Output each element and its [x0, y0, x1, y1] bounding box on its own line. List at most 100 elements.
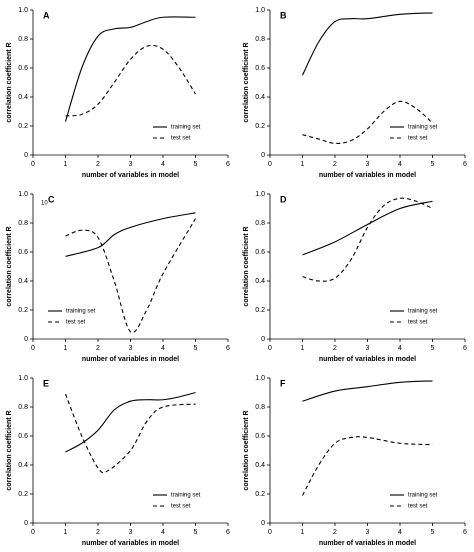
legend-label: test set: [66, 320, 86, 326]
y-tick-label: 0: [261, 520, 265, 527]
y-axis-label: correlation coefficient R: [6, 226, 13, 306]
legend-label: test set: [408, 504, 428, 510]
y-tick-label: 1.0: [255, 7, 265, 14]
y-tick-label: 0.4: [18, 462, 28, 469]
line: [65, 391, 196, 453]
line: [302, 197, 433, 282]
line: [302, 100, 433, 144]
x-tick-label: 4: [398, 161, 402, 168]
x-tick-label: 1: [64, 529, 68, 536]
line: [64, 393, 196, 474]
x-axis-label: number of variables in model: [319, 540, 416, 547]
x-tick-label: 3: [129, 345, 133, 352]
x-tick-label: 2: [96, 345, 100, 352]
line: [65, 218, 196, 334]
y-axis-label: correlation coefficient R: [243, 410, 250, 490]
x-tick-label: 2: [333, 529, 337, 536]
panel: 0 0.2 0.4 0.6 0.8 1.0 0 1 2 3 4 5 6 number of variabl…: [6, 191, 230, 363]
x-tick-label: 0: [31, 345, 35, 352]
y-tick-label: 0.4: [255, 94, 265, 101]
x-axis-label: number of variables in model: [319, 172, 416, 179]
x-tick-label: 3: [129, 161, 133, 168]
line: [64, 16, 196, 122]
y-tick-label: 0.4: [255, 462, 265, 469]
panel-label: D: [280, 194, 287, 204]
y-tick-label: 0: [24, 336, 28, 343]
x-tick-label: 5: [431, 161, 435, 168]
y-axis-label: correlation coefficient R: [243, 226, 250, 306]
x-tick-label: 6: [226, 529, 230, 536]
x-tick-label: 1: [64, 161, 68, 168]
x-tick-label: 0: [31, 529, 35, 536]
x-tick-label: 5: [431, 345, 435, 352]
x-tick-label: 3: [366, 161, 370, 168]
panel: 0 0.2 0.4 0.6 0.8 1.0 0 1 2 3 4 5 6 number of variabl…: [6, 375, 230, 547]
x-tick-label: 2: [333, 161, 337, 168]
y-tick-label: 0.6: [18, 433, 28, 440]
x-tick-label: 5: [431, 529, 435, 536]
y-tick-label: 0.8: [255, 220, 265, 227]
x-tick-label: 5: [194, 161, 198, 168]
x-tick-label: 5: [194, 345, 198, 352]
y-axis-label: correlation coefficient R: [6, 42, 13, 122]
legend-label: training set: [171, 493, 201, 499]
line: [302, 12, 433, 76]
y-tick-label: 0.6: [255, 249, 265, 256]
y-tick-label: 0.8: [18, 404, 28, 411]
y-tick-label: 0.6: [18, 65, 28, 72]
x-tick-label: 3: [129, 529, 133, 536]
legend-label: test set: [408, 136, 428, 142]
x-tick-label: 1: [64, 345, 68, 352]
legend-label: test set: [171, 136, 191, 142]
y-tick-label: 0.8: [18, 36, 28, 43]
y-tick-label: 0: [261, 152, 265, 159]
line: [65, 212, 196, 257]
legend-label: training set: [408, 493, 438, 499]
x-tick-label: 4: [398, 345, 402, 352]
x-axis-label: number of variables in model: [319, 356, 416, 363]
x-tick-label: 6: [463, 529, 467, 536]
legend-label: training set: [408, 125, 438, 131]
x-tick-label: 1: [301, 345, 305, 352]
panel: 0 0.2 0.4 0.6 0.8 1.0 0 1 2 3 4 5 6 number of variabl…: [6, 7, 230, 179]
y-tick-label: 1.0: [18, 375, 28, 382]
y-tick-label: 0.8: [18, 220, 28, 227]
y-axis-label: correlation coefficient R: [6, 410, 13, 490]
y-tick-label: 0.4: [18, 278, 28, 285]
panel-label: F: [280, 378, 286, 388]
x-tick-label: 1: [301, 161, 305, 168]
legend-label: training set: [171, 125, 201, 131]
x-tick-label: 4: [161, 529, 165, 536]
legend-label: test set: [408, 320, 428, 326]
x-tick-label: 0: [268, 345, 272, 352]
panel: 0 0.2 0.4 0.6 0.8 1.0 0 1 2 3 4 5 6 number of variabl…: [243, 191, 467, 363]
y-tick-label: 0.2: [255, 307, 265, 314]
x-tick-label: 0: [268, 161, 272, 168]
x-tick-label: 5: [194, 529, 198, 536]
x-tick-label: 2: [96, 529, 100, 536]
y-tick-label: 0.6: [18, 249, 28, 256]
line: [302, 380, 433, 402]
x-tick-label: 6: [463, 345, 467, 352]
x-tick-label: 2: [96, 161, 100, 168]
y-tick-label: 0.2: [255, 491, 265, 498]
y-tick-label: 0.4: [255, 278, 265, 285]
x-tick-label: 4: [398, 529, 402, 536]
y-tick-label: 0: [24, 152, 28, 159]
panel-label: C: [48, 194, 55, 204]
x-tick-label: 6: [226, 345, 230, 352]
x-tick-label: 6: [226, 161, 230, 168]
y-tick-label: 1.0: [18, 7, 28, 14]
y-tick-label: 0: [24, 520, 28, 527]
legend-label: training set: [408, 309, 438, 315]
y-tick-label: 0.2: [18, 491, 28, 498]
line: [65, 44, 196, 117]
x-axis-label: number of variables in model: [82, 172, 179, 179]
panel-annotation: 10: [41, 201, 48, 207]
x-tick-label: 0: [31, 161, 35, 168]
y-tick-label: 0.4: [18, 94, 28, 101]
panel-label: B: [280, 10, 287, 20]
line: [302, 436, 433, 496]
y-tick-label: 0.2: [18, 307, 28, 314]
